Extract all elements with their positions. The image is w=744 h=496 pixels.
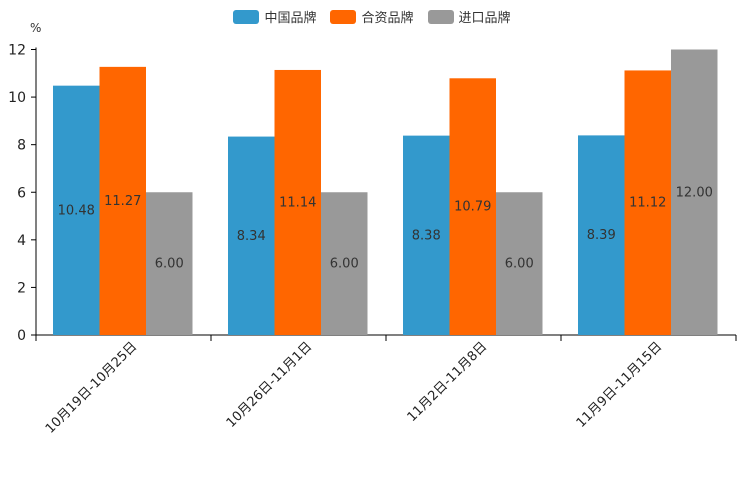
x-category-label: 11月9日-11月15日 — [574, 339, 666, 431]
legend-item-imported-brand[interactable]: 进口品牌 — [427, 7, 511, 26]
bar[interactable] — [449, 78, 497, 336]
legend-item-joint-venture-brand[interactable]: 合资品牌 — [330, 7, 414, 26]
bar[interactable] — [624, 70, 672, 335]
legend-swatch-imported-brand — [427, 9, 454, 24]
data-label: 11.27 — [104, 194, 141, 209]
bar[interactable] — [403, 135, 450, 335]
data-label: 6.00 — [330, 257, 359, 272]
y-tick-label: 8 — [17, 138, 26, 154]
y-axis-unit: % — [30, 21, 42, 35]
data-label: 11.14 — [279, 195, 316, 210]
bar[interactable] — [53, 85, 100, 335]
legend-label-imported-brand: 进口品牌 — [458, 11, 511, 26]
legend-label-china-brand: 中国品牌 — [264, 11, 317, 26]
bar[interactable] — [496, 192, 543, 335]
bar[interactable] — [321, 192, 368, 335]
y-tick-label: 0 — [17, 328, 26, 344]
x-category-label: 10月26日-11月1日 — [224, 339, 316, 431]
data-label: 11.12 — [629, 196, 666, 211]
bar[interactable] — [228, 136, 275, 335]
data-label: 6.00 — [155, 257, 184, 272]
bar[interactable] — [146, 192, 193, 335]
y-tick-label: 2 — [17, 280, 26, 296]
legend-swatch-china-brand — [233, 9, 260, 24]
data-label: 6.00 — [505, 257, 534, 272]
legend-swatch-joint-venture-brand — [330, 9, 357, 24]
bar[interactable] — [274, 69, 322, 336]
data-label: 8.39 — [587, 228, 616, 243]
y-tick-label: 4 — [17, 233, 26, 249]
data-label: 8.34 — [237, 229, 266, 244]
data-label: 10.79 — [454, 200, 491, 215]
legend-item-china-brand[interactable]: 中国品牌 — [233, 7, 316, 26]
legend-label-joint-venture-brand: 合资品牌 — [361, 11, 414, 26]
data-label: 12.00 — [676, 185, 713, 200]
data-label: 10.48 — [58, 203, 95, 218]
x-category-label: 10月19日-10月25日 — [43, 339, 140, 436]
x-category-label: 11月2日-11月8日 — [405, 339, 491, 425]
bar[interactable] — [671, 49, 718, 336]
y-tick-label: 12 — [8, 43, 26, 59]
bar[interactable] — [99, 66, 147, 335]
y-tick-label: 10 — [8, 90, 26, 106]
bar[interactable] — [578, 135, 625, 335]
legend: 中国品牌 合资品牌 进口品牌 — [0, 7, 744, 26]
data-label: 8.38 — [412, 228, 441, 243]
y-tick-label: 6 — [17, 185, 26, 201]
